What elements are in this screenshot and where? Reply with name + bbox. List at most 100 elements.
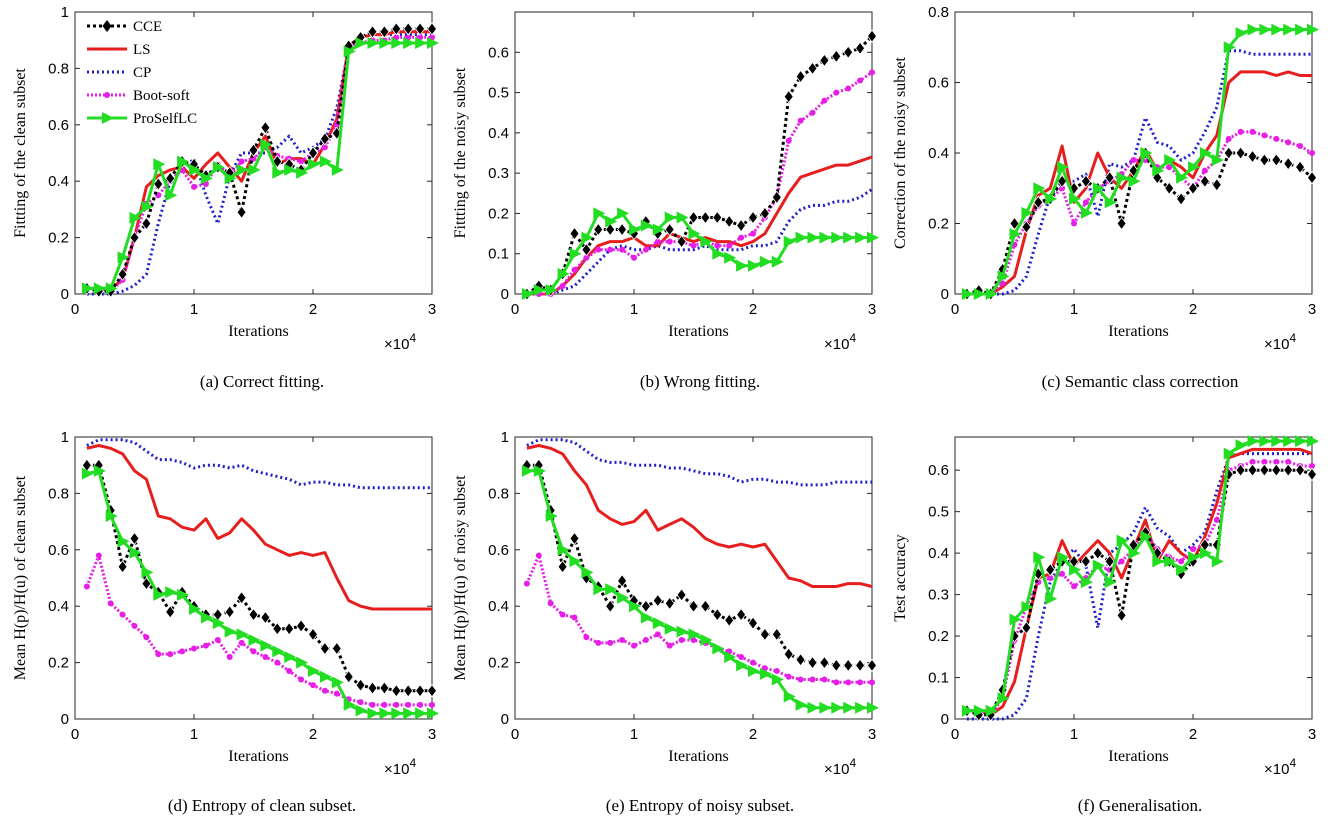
data-point-proselflc — [1176, 563, 1189, 576]
data-point-proselflc — [1021, 206, 1034, 219]
caption-d: (d) Entropy of clean subset. — [167, 796, 357, 815]
data-point-proselflc — [1164, 555, 1177, 568]
y-tick-label: 0.6 — [48, 117, 69, 134]
data-point-proselflc — [165, 586, 178, 599]
data-point-proselflc — [1116, 534, 1129, 547]
data-point-cce — [1188, 181, 1198, 195]
series-line-ls — [526, 155, 873, 296]
y-tick-label: 0.2 — [48, 230, 69, 247]
x-tick-label: 2 — [749, 726, 757, 743]
data-point-cce — [1080, 554, 1091, 569]
data-point-proselflc — [1080, 576, 1093, 589]
data-point-proselflc — [1092, 182, 1105, 195]
data-point-proselflc — [1283, 23, 1296, 36]
series-line-proselflc — [86, 469, 432, 715]
data-point-proselflc — [843, 231, 856, 244]
data-point-proselflc — [1116, 171, 1129, 184]
data-point-boot-soft — [357, 699, 364, 706]
data-point-cce — [1235, 146, 1246, 160]
data-point-cce — [676, 234, 687, 249]
data-point-cce — [1176, 192, 1187, 206]
data-point-proselflc — [831, 231, 844, 244]
data-point-boot-soft — [773, 668, 780, 675]
data-point-proselflc — [308, 665, 320, 678]
data-point-cce — [855, 41, 866, 55]
data-point-boot-soft — [619, 246, 626, 253]
data-point-proselflc — [296, 166, 309, 179]
x-tick-label: 0 — [71, 726, 79, 743]
data-point-cce — [1199, 174, 1210, 188]
y-tick-label: 0.4 — [488, 598, 509, 615]
data-point-proselflc — [427, 37, 439, 50]
data-point-cce — [379, 25, 390, 39]
data-point-proselflc — [200, 611, 213, 624]
data-point-proselflc — [355, 704, 368, 717]
data-point-boot-soft — [321, 687, 328, 694]
data-point-cce — [843, 658, 854, 673]
data-point-boot-soft — [1249, 128, 1256, 135]
data-point-proselflc — [521, 464, 534, 477]
data-point-proselflc — [593, 583, 606, 596]
data-point-proselflc — [759, 255, 772, 268]
data-point-cce — [248, 607, 259, 622]
data-point-proselflc — [961, 288, 974, 300]
data-point-proselflc — [997, 692, 1010, 705]
data-point-proselflc — [105, 282, 118, 295]
data-point-proselflc — [807, 701, 820, 714]
data-point-boot-soft — [298, 676, 305, 683]
data-point-proselflc — [736, 259, 749, 272]
data-point-cce — [700, 599, 711, 613]
data-point-cce — [676, 588, 687, 602]
data-point-boot-soft — [797, 117, 804, 124]
data-point-proselflc — [985, 288, 998, 300]
data-point-cce — [1235, 463, 1246, 477]
panel-e: 0 0.2 0.4 0.6 0.8 1 0 1 2 3 Iterations ×104 Mean H(p… — [452, 429, 879, 778]
data-point-proselflc — [855, 231, 868, 244]
x-axis-label: Iterations — [1108, 748, 1168, 765]
data-point-proselflc — [1152, 164, 1165, 177]
series-line-ls — [966, 70, 1312, 296]
data-point-proselflc — [617, 591, 630, 604]
data-point-cce — [1259, 463, 1270, 477]
data-point-proselflc — [795, 231, 808, 244]
data-point-cce — [605, 222, 616, 237]
data-point-proselflc — [1140, 530, 1153, 543]
data-point-boot-soft — [1047, 575, 1054, 581]
x-multiplier-base: ×10 — [824, 761, 849, 778]
data-point-cce — [129, 230, 140, 245]
x-tick-label: 1 — [190, 301, 198, 318]
data-point-boot-soft — [333, 690, 340, 697]
data-point-cce — [391, 22, 402, 36]
data-point-boot-soft — [821, 97, 828, 104]
x-tick-label: 1 — [630, 726, 638, 743]
data-point-proselflc — [1247, 435, 1260, 448]
data-point-proselflc — [105, 509, 118, 522]
y-tick-label: 0.2 — [48, 655, 69, 672]
data-point-proselflc — [617, 207, 630, 220]
data-point-cce — [1283, 463, 1294, 477]
data-point-proselflc — [177, 588, 190, 601]
data-point-cce — [1080, 174, 1091, 188]
data-point-proselflc — [1033, 551, 1046, 564]
data-point-proselflc — [807, 231, 820, 244]
data-point-proselflc — [629, 600, 641, 613]
data-point-boot-soft — [393, 701, 400, 708]
data-point-boot-soft — [785, 137, 792, 144]
data-point-cce — [605, 599, 616, 613]
x-tick-label: 3 — [868, 726, 876, 743]
data-point-proselflc — [545, 509, 558, 522]
series-line-cce — [526, 35, 874, 296]
data-point-proselflc — [1295, 435, 1308, 448]
data-point-proselflc — [415, 37, 428, 50]
plot-frame — [74, 11, 433, 295]
data-point-boot-soft — [310, 682, 316, 689]
data-point-boot-soft — [1297, 142, 1304, 149]
data-point-proselflc — [189, 603, 201, 616]
data-point-cce — [593, 222, 604, 237]
data-point-proselflc — [248, 634, 261, 647]
x-tick-label: 3 — [868, 301, 876, 318]
data-point-cce — [1164, 181, 1175, 195]
data-point-proselflc — [1235, 27, 1248, 40]
panel-d: 0 0.2 0.4 0.6 0.8 1 0 1 2 3 Iterations ×104 Mean H(p… — [12, 429, 439, 778]
data-point-proselflc — [581, 231, 594, 244]
